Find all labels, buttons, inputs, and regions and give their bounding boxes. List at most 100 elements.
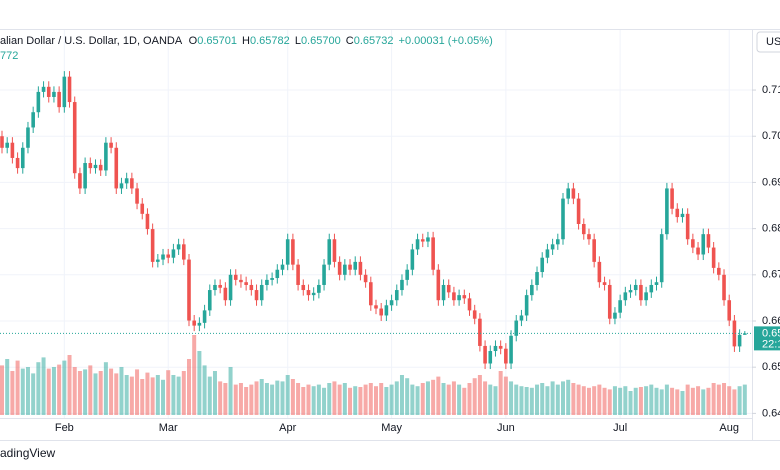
y-tick-label: 0.65 (762, 361, 780, 373)
volume-bar (358, 387, 363, 415)
candle-body (140, 203, 145, 214)
candle-body (15, 157, 20, 169)
candle-body (680, 213, 685, 218)
volume-bar (457, 384, 462, 415)
volume-bar (72, 367, 77, 415)
candle-body (88, 163, 93, 169)
indicator-value: 772 (0, 50, 18, 62)
volume-bar (249, 384, 254, 415)
candle-body (644, 292, 648, 301)
volume-bar (197, 351, 202, 415)
volume-bar (150, 377, 155, 415)
volume-bar (327, 383, 332, 415)
volume-bar (171, 375, 176, 415)
candle-body (244, 282, 248, 285)
x-tick-label: Aug (719, 422, 739, 434)
candle-body (207, 290, 212, 311)
volume-bar (644, 386, 649, 415)
candle-body (483, 345, 487, 364)
volume-bar (342, 383, 347, 415)
y-tick-label: 0.68 (762, 223, 780, 235)
candle-body (233, 274, 238, 280)
candle-body (576, 198, 581, 224)
candle-body (493, 345, 498, 352)
candle-body (410, 249, 415, 270)
volume-bar (20, 368, 25, 415)
candle-body (540, 257, 545, 273)
candle-body (415, 239, 420, 250)
volume-bar (212, 371, 217, 415)
candle-body (104, 142, 108, 171)
volume-bar (415, 386, 420, 415)
volume-bar (618, 387, 623, 415)
candle-body (57, 91, 61, 108)
volume-bar (145, 372, 150, 415)
candle-body (530, 284, 534, 296)
y-tick-label: 0.70 (762, 130, 780, 142)
volume-bar (83, 369, 88, 415)
candle-body (592, 239, 596, 262)
candle-body (337, 261, 342, 275)
candle-body (519, 315, 524, 321)
legend-line: alian Dollar / U.S. Dollar, 1D, OANDA O0… (0, 35, 493, 47)
volume-bar (244, 387, 249, 415)
candle-body (5, 142, 9, 148)
change: +0.00031 (+0.05%) (399, 35, 493, 47)
candle-body (228, 274, 233, 301)
candle-body (514, 320, 519, 336)
volume-bar (264, 383, 269, 415)
price-tag (754, 326, 780, 351)
volume-bar (384, 387, 389, 415)
candle-body (270, 278, 274, 280)
candle-body (218, 284, 222, 288)
volume-bar (296, 383, 301, 415)
candle-body (124, 178, 129, 184)
candle-body (441, 284, 446, 301)
volume-bar (51, 367, 56, 415)
volume-bar (633, 387, 638, 415)
candle-body (322, 264, 326, 285)
volume-bar (638, 387, 643, 415)
volume-bar (202, 365, 207, 415)
candle-body (31, 112, 35, 128)
brand: adingView (0, 446, 55, 460)
volume-bar (109, 368, 114, 415)
y-tick-label: 0.67 (762, 269, 780, 281)
currency-button[interactable] (756, 31, 780, 53)
candle-body (353, 261, 358, 270)
ohlc-value: 0.65701 (197, 35, 237, 47)
candle-body (301, 284, 306, 291)
candle-body (665, 188, 669, 235)
volume-bar (332, 381, 337, 415)
candle-body (192, 320, 196, 326)
volume-bar (15, 360, 20, 415)
volume-bar (368, 383, 373, 415)
volume-bar (223, 383, 228, 415)
ohlc-label: O (189, 35, 198, 47)
volume-bar (399, 375, 404, 415)
volume-bar (576, 384, 581, 415)
currency-label[interactable]: USD (766, 36, 780, 48)
candle-body (431, 237, 435, 270)
volume-bar (716, 384, 721, 415)
volume-bar (218, 381, 223, 415)
volume-bar (571, 383, 576, 415)
volume-bar (98, 371, 103, 415)
volume-bar (488, 384, 493, 415)
candle-body (524, 295, 529, 316)
volume-bar (503, 376, 508, 415)
candle-body (156, 259, 160, 262)
volume-bar (135, 369, 140, 415)
candle-body (150, 229, 155, 262)
candle-body (343, 264, 347, 275)
candle-body (472, 310, 477, 319)
candle-body (561, 198, 565, 240)
candle-body (732, 320, 737, 347)
volume-bar (119, 367, 124, 415)
candle-body (623, 292, 628, 301)
volume-bar (129, 376, 134, 415)
volume-bar (280, 381, 285, 415)
candle-body (317, 284, 321, 293)
candle-body (675, 208, 680, 218)
x-tick-label: Mar (159, 422, 178, 434)
